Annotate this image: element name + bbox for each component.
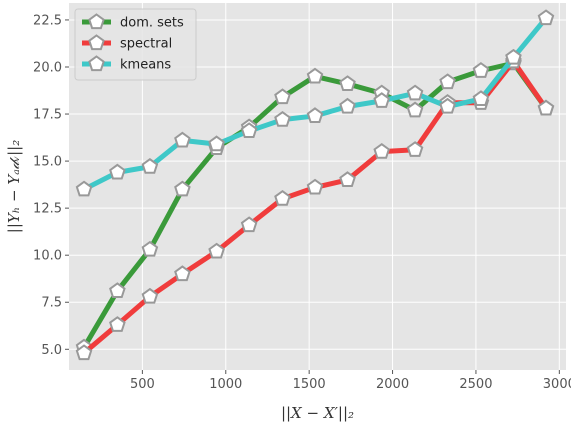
data-point xyxy=(174,180,191,197)
data-point xyxy=(373,142,391,159)
data-point xyxy=(472,90,490,107)
y-tick-label: 22.5 xyxy=(33,13,62,28)
data-point xyxy=(141,240,159,257)
data-point xyxy=(109,163,126,180)
y-tick-label: 20.0 xyxy=(33,60,62,75)
legend-label: spectral xyxy=(120,37,172,52)
x-axis-label: ||X − X′||₂ xyxy=(281,404,354,422)
legend-marker xyxy=(88,34,105,51)
data-point xyxy=(339,171,356,187)
legend-label: dom. sets xyxy=(120,16,184,31)
data-point xyxy=(274,189,291,206)
series-kmeans xyxy=(75,9,555,197)
data-point xyxy=(339,75,356,91)
data-point xyxy=(109,316,126,332)
x-tick-label: 500 xyxy=(130,377,155,392)
data-point xyxy=(109,282,126,299)
y-tick-labels: 5.0 7.5 10.0 12.5 15.0 17.5 20.0 22.5 xyxy=(33,13,69,358)
data-point xyxy=(406,84,424,101)
data-point xyxy=(75,344,93,361)
data-point xyxy=(141,287,159,304)
y-tick-label: 10.0 xyxy=(33,249,62,264)
data-point xyxy=(339,97,356,114)
data-point xyxy=(537,9,555,26)
data-point xyxy=(75,180,93,197)
data-point xyxy=(306,107,324,123)
y-tick-label: 12.5 xyxy=(33,202,62,217)
x-tick-label: 2500 xyxy=(459,377,492,392)
data-point xyxy=(174,265,191,282)
y-tick-label: 5.0 xyxy=(41,343,62,358)
legend-entry: spectral xyxy=(82,34,172,52)
y-tick-label: 7.5 xyxy=(41,296,62,311)
legend-marker xyxy=(88,55,105,72)
data-point xyxy=(274,88,291,105)
data-point xyxy=(306,67,324,84)
data-point xyxy=(274,110,291,127)
x-tick-label: 1500 xyxy=(293,377,326,392)
x-tick-label: 3000 xyxy=(543,377,571,392)
data-point xyxy=(208,135,225,152)
legend-entry: dom. sets xyxy=(82,13,184,31)
data-point xyxy=(174,131,191,148)
data-point xyxy=(240,216,258,233)
x-tick-label: 1000 xyxy=(209,377,242,392)
y-tick-label: 15.0 xyxy=(33,155,62,170)
data-point xyxy=(141,158,159,174)
data-point xyxy=(208,242,225,259)
series-layer xyxy=(75,9,555,361)
data-point xyxy=(240,122,258,139)
data-point xyxy=(439,73,456,90)
legend-label: kmeans xyxy=(120,58,171,73)
x-tick-labels: 500 1000 1500 2000 2500 3000 xyxy=(130,370,571,392)
data-point xyxy=(537,99,555,116)
data-point xyxy=(406,101,424,118)
x-tick-label: 2000 xyxy=(376,377,409,392)
y-tick-label: 17.5 xyxy=(33,108,62,123)
data-point xyxy=(505,48,522,65)
data-point xyxy=(306,178,324,195)
data-point xyxy=(406,141,424,157)
y-axis-label: ||Yₕ − Yₐ𝒹ᵥ||₂ xyxy=(5,140,23,233)
legend: dom. sets spectral kmeans xyxy=(74,8,197,81)
data-point xyxy=(472,62,490,78)
data-point xyxy=(439,97,456,114)
legend-entry: kmeans xyxy=(82,55,171,73)
legend-marker xyxy=(88,13,105,30)
data-point xyxy=(373,92,391,108)
